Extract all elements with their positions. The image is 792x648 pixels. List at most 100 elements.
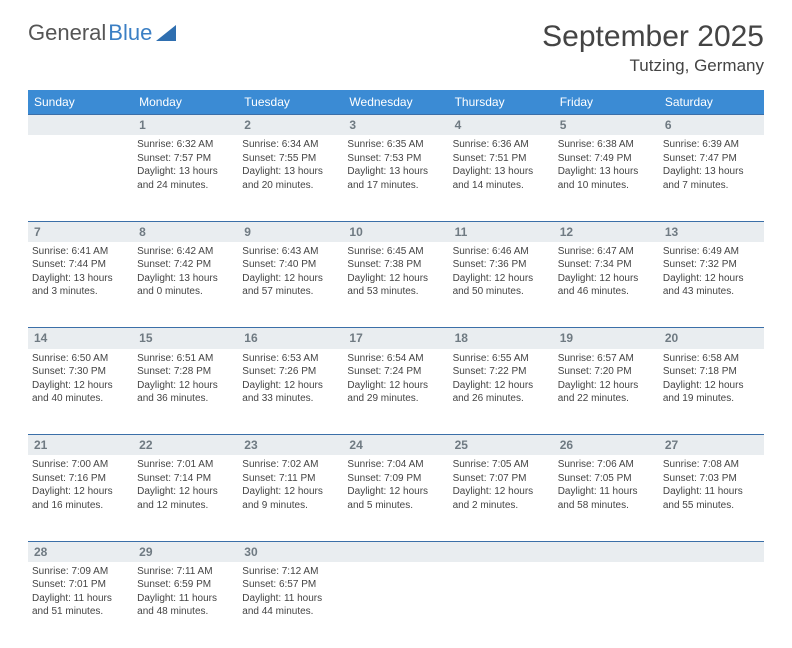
day-cell: Sunrise: 6:35 AMSunset: 7:53 PMDaylight:… bbox=[343, 135, 448, 221]
day-cell: Sunrise: 6:47 AMSunset: 7:34 PMDaylight:… bbox=[554, 242, 659, 328]
day-text: Sunrise: 6:51 AMSunset: 7:28 PMDaylight:… bbox=[137, 352, 234, 406]
daynum: 10 bbox=[343, 221, 448, 242]
daynum: 11 bbox=[449, 221, 554, 242]
day-cell: Sunrise: 7:02 AMSunset: 7:11 PMDaylight:… bbox=[238, 455, 343, 541]
day-text: Sunrise: 6:58 AMSunset: 7:18 PMDaylight:… bbox=[663, 352, 760, 406]
day-text: Sunrise: 6:39 AMSunset: 7:47 PMDaylight:… bbox=[663, 138, 760, 192]
daynum: 7 bbox=[28, 221, 133, 242]
daynum: 28 bbox=[28, 541, 133, 562]
daynum: 12 bbox=[554, 221, 659, 242]
weekday-friday: Friday bbox=[554, 90, 659, 115]
logo-text-blue: Blue bbox=[108, 20, 152, 46]
weekday-wednesday: Wednesday bbox=[343, 90, 448, 115]
daynum: 27 bbox=[659, 435, 764, 456]
daynum: 17 bbox=[343, 328, 448, 349]
day-cell: Sunrise: 7:05 AMSunset: 7:07 PMDaylight:… bbox=[449, 455, 554, 541]
day-text: Sunrise: 6:36 AMSunset: 7:51 PMDaylight:… bbox=[453, 138, 550, 192]
day-cell bbox=[449, 562, 554, 648]
daynum bbox=[554, 541, 659, 562]
day-text: Sunrise: 6:34 AMSunset: 7:55 PMDaylight:… bbox=[242, 138, 339, 192]
daynum-row: 7 8 9 10 11 12 13 bbox=[28, 221, 764, 242]
day-cell: Sunrise: 7:12 AMSunset: 6:57 PMDaylight:… bbox=[238, 562, 343, 648]
weekday-saturday: Saturday bbox=[659, 90, 764, 115]
daynum: 20 bbox=[659, 328, 764, 349]
day-cell: Sunrise: 6:43 AMSunset: 7:40 PMDaylight:… bbox=[238, 242, 343, 328]
weekday-header-row: Sunday Monday Tuesday Wednesday Thursday… bbox=[28, 90, 764, 115]
day-text: Sunrise: 6:49 AMSunset: 7:32 PMDaylight:… bbox=[663, 245, 760, 299]
daynum: 1 bbox=[133, 115, 238, 136]
daynum: 13 bbox=[659, 221, 764, 242]
day-cell: Sunrise: 6:39 AMSunset: 7:47 PMDaylight:… bbox=[659, 135, 764, 221]
content-row: Sunrise: 7:00 AMSunset: 7:16 PMDaylight:… bbox=[28, 455, 764, 541]
day-cell: Sunrise: 6:32 AMSunset: 7:57 PMDaylight:… bbox=[133, 135, 238, 221]
day-cell bbox=[28, 135, 133, 221]
day-text: Sunrise: 7:05 AMSunset: 7:07 PMDaylight:… bbox=[453, 458, 550, 512]
day-text: Sunrise: 6:57 AMSunset: 7:20 PMDaylight:… bbox=[558, 352, 655, 406]
daynum: 23 bbox=[238, 435, 343, 456]
daynum: 19 bbox=[554, 328, 659, 349]
day-cell: Sunrise: 6:54 AMSunset: 7:24 PMDaylight:… bbox=[343, 349, 448, 435]
day-cell: Sunrise: 6:41 AMSunset: 7:44 PMDaylight:… bbox=[28, 242, 133, 328]
day-cell: Sunrise: 6:34 AMSunset: 7:55 PMDaylight:… bbox=[238, 135, 343, 221]
day-text: Sunrise: 7:02 AMSunset: 7:11 PMDaylight:… bbox=[242, 458, 339, 512]
daynum: 6 bbox=[659, 115, 764, 136]
daynum: 26 bbox=[554, 435, 659, 456]
day-text: Sunrise: 6:55 AMSunset: 7:22 PMDaylight:… bbox=[453, 352, 550, 406]
day-text: Sunrise: 6:53 AMSunset: 7:26 PMDaylight:… bbox=[242, 352, 339, 406]
day-cell: Sunrise: 7:09 AMSunset: 7:01 PMDaylight:… bbox=[28, 562, 133, 648]
daynum: 9 bbox=[238, 221, 343, 242]
day-text: Sunrise: 7:09 AMSunset: 7:01 PMDaylight:… bbox=[32, 565, 129, 619]
day-cell: Sunrise: 7:01 AMSunset: 7:14 PMDaylight:… bbox=[133, 455, 238, 541]
day-text: Sunrise: 7:12 AMSunset: 6:57 PMDaylight:… bbox=[242, 565, 339, 619]
day-cell: Sunrise: 6:38 AMSunset: 7:49 PMDaylight:… bbox=[554, 135, 659, 221]
logo-triangle-icon bbox=[156, 25, 176, 41]
daynum: 30 bbox=[238, 541, 343, 562]
daynum bbox=[343, 541, 448, 562]
weekday-tuesday: Tuesday bbox=[238, 90, 343, 115]
day-text: Sunrise: 7:04 AMSunset: 7:09 PMDaylight:… bbox=[347, 458, 444, 512]
day-text: Sunrise: 6:45 AMSunset: 7:38 PMDaylight:… bbox=[347, 245, 444, 299]
content-row: Sunrise: 7:09 AMSunset: 7:01 PMDaylight:… bbox=[28, 562, 764, 648]
daynum: 21 bbox=[28, 435, 133, 456]
daynum bbox=[28, 115, 133, 136]
day-cell bbox=[554, 562, 659, 648]
day-text: Sunrise: 6:35 AMSunset: 7:53 PMDaylight:… bbox=[347, 138, 444, 192]
day-cell: Sunrise: 6:53 AMSunset: 7:26 PMDaylight:… bbox=[238, 349, 343, 435]
daynum-row: 1 2 3 4 5 6 bbox=[28, 115, 764, 136]
day-cell: Sunrise: 7:00 AMSunset: 7:16 PMDaylight:… bbox=[28, 455, 133, 541]
day-text: Sunrise: 6:54 AMSunset: 7:24 PMDaylight:… bbox=[347, 352, 444, 406]
daynum: 15 bbox=[133, 328, 238, 349]
day-cell: Sunrise: 6:45 AMSunset: 7:38 PMDaylight:… bbox=[343, 242, 448, 328]
day-cell: Sunrise: 6:36 AMSunset: 7:51 PMDaylight:… bbox=[449, 135, 554, 221]
daynum-row: 21 22 23 24 25 26 27 bbox=[28, 435, 764, 456]
day-cell: Sunrise: 7:11 AMSunset: 6:59 PMDaylight:… bbox=[133, 562, 238, 648]
daynum: 16 bbox=[238, 328, 343, 349]
day-cell: Sunrise: 7:04 AMSunset: 7:09 PMDaylight:… bbox=[343, 455, 448, 541]
day-text: Sunrise: 6:43 AMSunset: 7:40 PMDaylight:… bbox=[242, 245, 339, 299]
daynum: 29 bbox=[133, 541, 238, 562]
daynum-row: 14 15 16 17 18 19 20 bbox=[28, 328, 764, 349]
day-text: Sunrise: 6:46 AMSunset: 7:36 PMDaylight:… bbox=[453, 245, 550, 299]
day-text: Sunrise: 7:08 AMSunset: 7:03 PMDaylight:… bbox=[663, 458, 760, 512]
day-cell: Sunrise: 6:57 AMSunset: 7:20 PMDaylight:… bbox=[554, 349, 659, 435]
day-text: Sunrise: 7:00 AMSunset: 7:16 PMDaylight:… bbox=[32, 458, 129, 512]
daynum: 25 bbox=[449, 435, 554, 456]
day-cell: Sunrise: 6:49 AMSunset: 7:32 PMDaylight:… bbox=[659, 242, 764, 328]
weekday-sunday: Sunday bbox=[28, 90, 133, 115]
content-row: Sunrise: 6:41 AMSunset: 7:44 PMDaylight:… bbox=[28, 242, 764, 328]
day-text: Sunrise: 7:11 AMSunset: 6:59 PMDaylight:… bbox=[137, 565, 234, 619]
brand-logo: GeneralBlue bbox=[28, 20, 176, 46]
weekday-thursday: Thursday bbox=[449, 90, 554, 115]
day-text: Sunrise: 6:47 AMSunset: 7:34 PMDaylight:… bbox=[558, 245, 655, 299]
weekday-monday: Monday bbox=[133, 90, 238, 115]
location-label: Tutzing, Germany bbox=[542, 56, 764, 76]
daynum: 4 bbox=[449, 115, 554, 136]
logo-text-general: General bbox=[28, 20, 106, 46]
calendar-body: 1 2 3 4 5 6 Sunrise: 6:32 AMSunset: 7:57… bbox=[28, 115, 764, 648]
day-text: Sunrise: 6:41 AMSunset: 7:44 PMDaylight:… bbox=[32, 245, 129, 299]
day-cell: Sunrise: 6:58 AMSunset: 7:18 PMDaylight:… bbox=[659, 349, 764, 435]
daynum: 22 bbox=[133, 435, 238, 456]
day-text: Sunrise: 7:06 AMSunset: 7:05 PMDaylight:… bbox=[558, 458, 655, 512]
day-cell: Sunrise: 7:06 AMSunset: 7:05 PMDaylight:… bbox=[554, 455, 659, 541]
daynum: 2 bbox=[238, 115, 343, 136]
